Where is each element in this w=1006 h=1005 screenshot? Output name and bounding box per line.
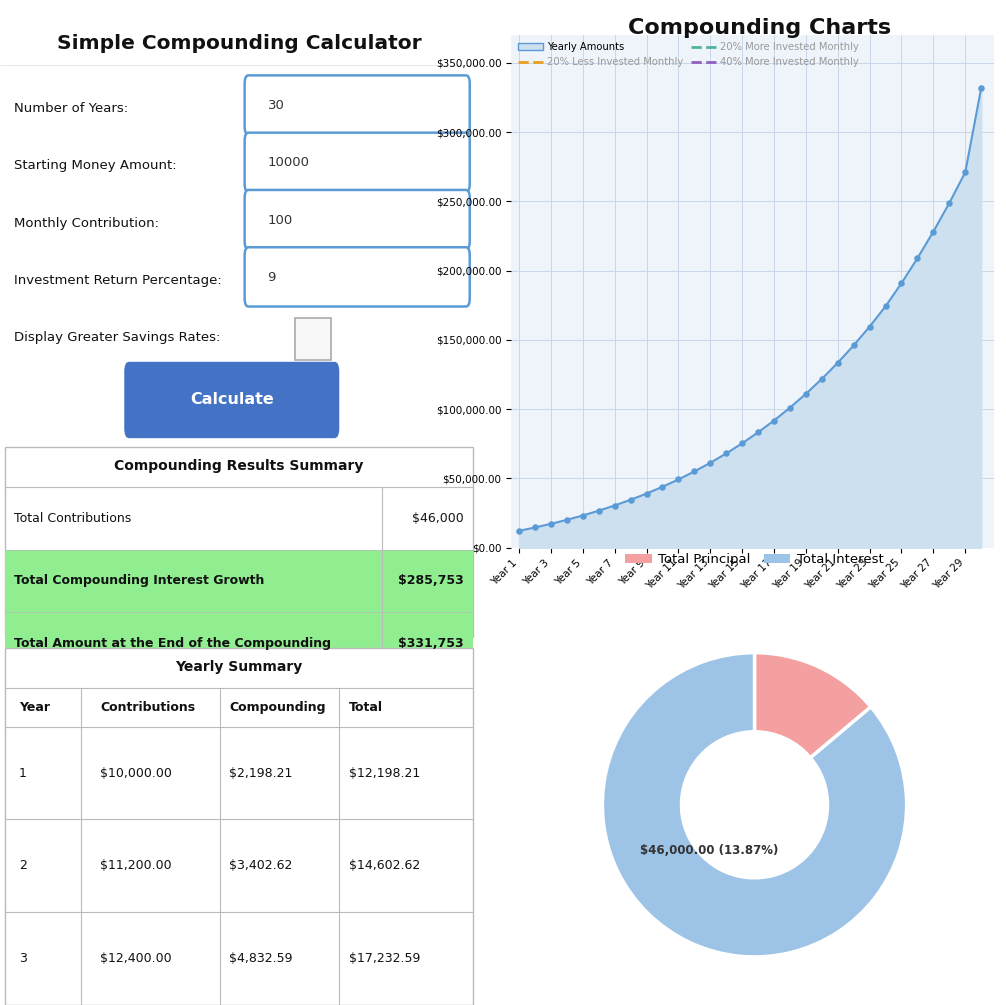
FancyBboxPatch shape	[124, 362, 339, 438]
Bar	[5, 447, 473, 637]
FancyBboxPatch shape	[244, 75, 470, 135]
Point	[782, 400, 798, 416]
Text: Year: Year	[19, 701, 50, 714]
Text: $12,198.21: $12,198.21	[349, 767, 421, 780]
Text: 100: 100	[268, 214, 293, 226]
Point	[750, 424, 767, 440]
Text: Calculate: Calculate	[190, 393, 274, 407]
Text: Yearly Summary: Yearly Summary	[175, 660, 303, 674]
FancyBboxPatch shape	[244, 247, 470, 307]
FancyBboxPatch shape	[296, 318, 331, 360]
Text: 2: 2	[19, 859, 27, 872]
Bar	[5, 550, 473, 612]
Point	[909, 250, 926, 266]
Point	[846, 338, 862, 354]
Point	[766, 412, 782, 428]
Text: $11,200.00: $11,200.00	[101, 859, 172, 872]
Text: Investment Return Percentage:: Investment Return Percentage:	[14, 274, 222, 286]
Text: $2,198.21: $2,198.21	[229, 767, 293, 780]
Text: Compounding Charts: Compounding Charts	[628, 18, 891, 38]
Text: Number of Years:: Number of Years:	[14, 103, 129, 115]
Point	[623, 491, 639, 508]
Text: Compounding: Compounding	[229, 701, 326, 714]
Text: 1: 1	[19, 767, 27, 780]
Point	[607, 497, 623, 514]
Text: $3,402.62: $3,402.62	[229, 859, 293, 872]
Text: Display Greater Savings Rates:: Display Greater Savings Rates:	[14, 332, 220, 344]
Text: Total: Total	[349, 701, 383, 714]
Point	[942, 195, 958, 211]
Text: $4,832.59: $4,832.59	[229, 952, 293, 965]
Point	[591, 502, 607, 519]
Point	[926, 223, 942, 239]
Point	[511, 523, 527, 539]
Text: 10000: 10000	[268, 157, 310, 169]
Point	[527, 520, 543, 536]
Point	[877, 298, 893, 315]
FancyBboxPatch shape	[244, 190, 470, 249]
Text: Contributions: Contributions	[101, 701, 195, 714]
Text: $17,232.59: $17,232.59	[349, 952, 421, 965]
Point	[670, 471, 686, 487]
Text: Simple Compounding Calculator: Simple Compounding Calculator	[56, 34, 422, 53]
Legend: Total Principal, Total Interest: Total Principal, Total Interest	[620, 548, 889, 572]
Point	[861, 319, 877, 335]
Legend: Yearly Amounts, 20% Less Invested Monthly, 20% More Invested Monthly, 40% More I: Yearly Amounts, 20% Less Invested Monthl…	[516, 40, 861, 69]
Point	[973, 80, 989, 96]
Text: $10,000.00: $10,000.00	[101, 767, 172, 780]
Text: 9: 9	[268, 271, 276, 283]
Point	[574, 508, 591, 524]
Point	[957, 165, 973, 181]
Text: $12,400.00: $12,400.00	[101, 952, 172, 965]
Bar	[5, 612, 473, 674]
FancyBboxPatch shape	[244, 133, 470, 192]
Text: $46,000: $46,000	[411, 513, 464, 525]
Point	[830, 355, 846, 371]
Text: Total Compounding Interest Growth: Total Compounding Interest Growth	[14, 575, 265, 587]
Point	[558, 512, 574, 528]
Bar	[5, 648, 473, 1005]
Text: $285,753: $285,753	[397, 575, 464, 587]
Point	[893, 275, 909, 291]
Text: Compounding Results Summary: Compounding Results Summary	[115, 459, 363, 473]
Point	[798, 386, 814, 402]
Point	[814, 371, 830, 387]
Point	[639, 485, 655, 501]
Point	[734, 435, 750, 451]
Text: Total Amount at the End of the Compounding: Total Amount at the End of the Compoundi…	[14, 637, 331, 649]
Text: 3: 3	[19, 952, 27, 965]
Text: $14,602.62: $14,602.62	[349, 859, 421, 872]
Text: Monthly Contribution:: Monthly Contribution:	[14, 217, 159, 229]
Text: Total Contributions: Total Contributions	[14, 513, 132, 525]
Text: 30: 30	[268, 99, 285, 112]
Point	[686, 463, 702, 479]
Point	[702, 455, 718, 471]
Text: $331,753: $331,753	[398, 637, 464, 649]
Text: Starting Money Amount:: Starting Money Amount:	[14, 160, 177, 172]
Point	[654, 478, 670, 494]
Point	[543, 516, 559, 532]
Point	[718, 445, 734, 461]
